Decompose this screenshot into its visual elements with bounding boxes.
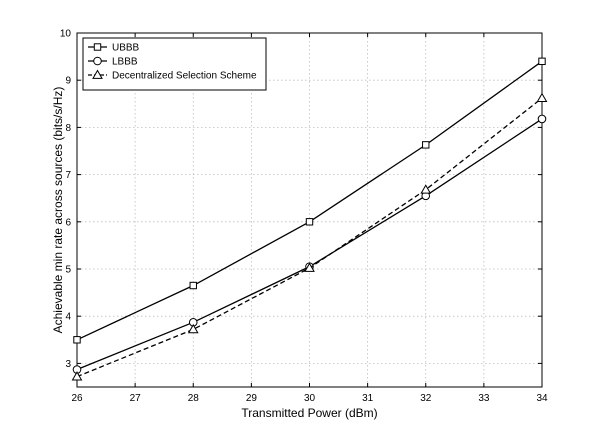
- data-point-triangle: [536, 92, 548, 103]
- y-tick-label: 7: [65, 170, 71, 181]
- series-line: [76, 118, 543, 371]
- x-tick-label: 29: [246, 393, 258, 404]
- y-tick-label: 10: [60, 29, 72, 40]
- legend-label: Decentralized Selection Scheme: [112, 71, 257, 82]
- series-square: [73, 57, 546, 344]
- x-tick-label: 28: [188, 393, 200, 404]
- data-point-circle: [537, 114, 547, 124]
- x-tick-label: 32: [420, 393, 432, 404]
- x-tick-label: 30: [304, 393, 316, 404]
- legend: UBBB LBBB Decentralized Selection Scheme: [82, 37, 267, 91]
- y-tick-label: 6: [65, 217, 71, 228]
- legend-label: UBBB: [112, 43, 140, 54]
- legend-marker-square: [93, 43, 102, 51]
- y-tick-label: 8: [65, 123, 71, 134]
- legend-box: [82, 37, 267, 91]
- data-point-square: [189, 281, 197, 290]
- legend-entry: LBBB: [88, 57, 138, 68]
- y-axis-label: Achievable min rate across sources (bits…: [51, 87, 65, 334]
- data-point-triangle: [71, 371, 83, 381]
- y-tick-label: 9: [65, 76, 71, 87]
- data-point-square: [73, 336, 81, 344]
- data-point-square: [422, 141, 430, 149]
- x-tick-label: 27: [130, 393, 142, 404]
- series-triangle: [71, 92, 548, 381]
- x-tick-label: 34: [536, 393, 548, 404]
- x-tick-label: 31: [362, 393, 374, 404]
- x-tick-label: 26: [71, 393, 83, 404]
- x-tick-label: 33: [478, 393, 490, 404]
- legend-marker-triangle: [92, 69, 103, 79]
- data-point-triangle: [304, 262, 315, 272]
- legend-marker-circle: [93, 56, 102, 66]
- y-tick-label: 3: [65, 359, 71, 370]
- legend-label: LBBB: [112, 57, 138, 68]
- y-tick-label: 5: [65, 265, 71, 276]
- data-point-square: [538, 57, 546, 66]
- legend-entry: UBBB: [88, 43, 140, 54]
- data-point-square: [305, 218, 314, 226]
- legend-entry: Decentralized Selection Scheme: [88, 69, 257, 82]
- series-layer: [71, 57, 548, 381]
- data-point-triangle: [420, 184, 432, 194]
- x-axis-label: Transmitted Power (dBm): [241, 406, 377, 420]
- axis-labels: Transmitted Power (dBm) Achievable min r…: [51, 87, 378, 420]
- y-tick-label: 4: [65, 312, 71, 323]
- data-point-triangle: [187, 323, 199, 334]
